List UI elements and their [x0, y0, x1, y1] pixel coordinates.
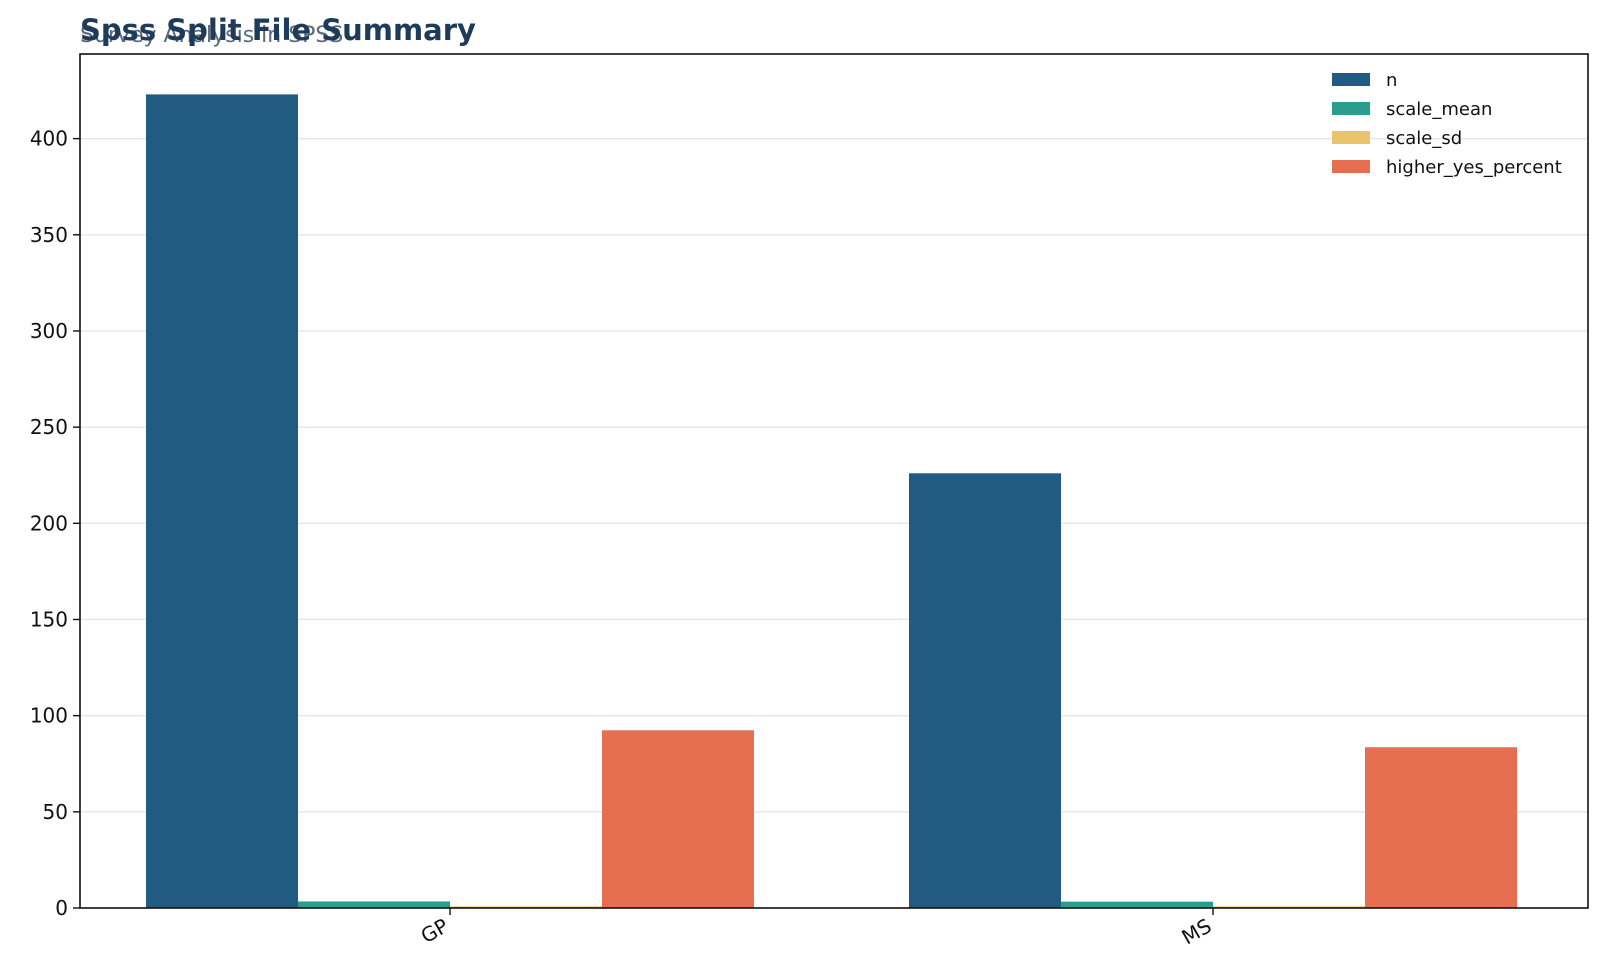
- y-tick-label: 300: [30, 319, 68, 343]
- y-tick-label: 400: [30, 127, 68, 151]
- bars: [146, 94, 1517, 908]
- legend: n scale_mean scale_sd higher_yes_percent: [1332, 70, 1562, 178]
- bar-scale_sd-GP: [450, 906, 602, 908]
- x-tick-label: MS: [1178, 914, 1216, 950]
- x-axis: GP MS: [417, 908, 1216, 949]
- chart-title: Spss Split File Summary: [80, 13, 476, 47]
- legend-swatch-scale_mean: [1332, 102, 1370, 115]
- y-tick-label: 0: [55, 896, 68, 920]
- y-tick-label: 150: [30, 607, 68, 631]
- legend-label-higher_yes_percent: higher_yes_percent: [1386, 157, 1562, 178]
- bar-scale_mean-GP: [298, 901, 450, 908]
- x-tick-label: GP: [417, 914, 453, 949]
- legend-label-scale_mean: scale_mean: [1386, 99, 1492, 120]
- gridlines: [80, 137, 1588, 813]
- legend-label-scale_sd: scale_sd: [1386, 128, 1462, 149]
- y-tick-label: 250: [30, 415, 68, 439]
- y-tick-label: 350: [30, 223, 68, 247]
- y-tick-label: 100: [30, 704, 68, 728]
- legend-swatch-higher_yes_percent: [1332, 160, 1370, 173]
- bar-scale_sd-MS: [1213, 906, 1365, 908]
- chart-subtitle: Survey Analysis in SPSS: [80, 23, 343, 48]
- bar-n-MS: [909, 473, 1061, 908]
- legend-label-n: n: [1386, 70, 1397, 91]
- y-axis: 0 50 100 150 200 250 300 350 400: [30, 127, 80, 920]
- legend-swatch-n: [1332, 73, 1370, 86]
- legend-swatch-scale_sd: [1332, 131, 1370, 144]
- y-tick-label: 50: [43, 800, 68, 824]
- bar-higher_yes_percent-GP: [602, 730, 754, 908]
- bar-n-GP: [146, 94, 298, 908]
- y-tick-label: 200: [30, 511, 68, 535]
- bar-higher_yes_percent-MS: [1365, 747, 1517, 908]
- plot-area-frame: [79, 53, 1589, 909]
- bar-scale_mean-MS: [1061, 901, 1213, 908]
